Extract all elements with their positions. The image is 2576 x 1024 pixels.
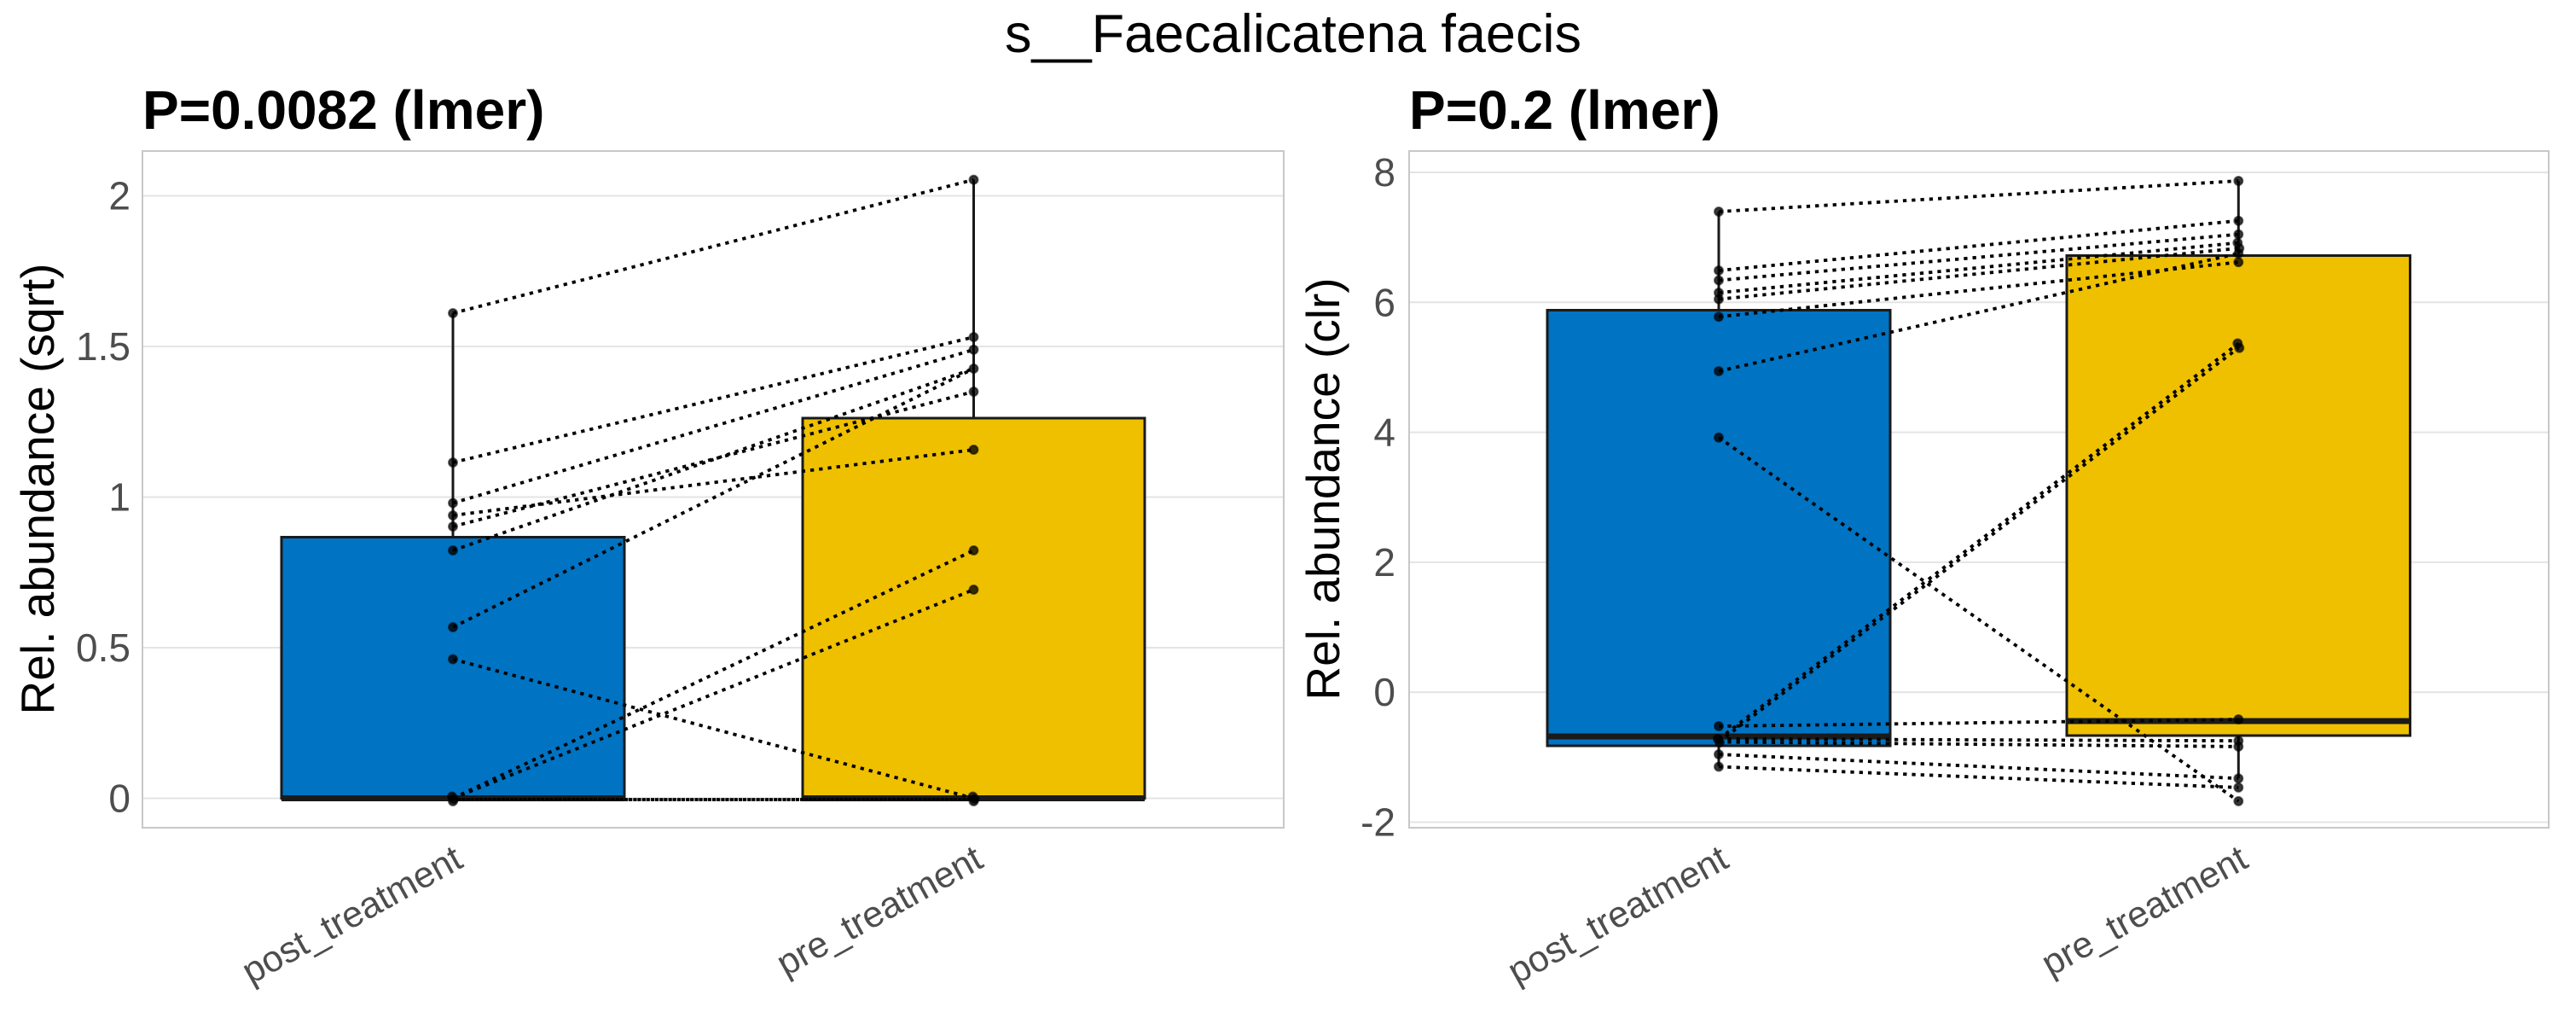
svg-text:0.5: 0.5 [76, 625, 131, 670]
svg-text:P=0.0082 (lmer): P=0.0082 (lmer) [142, 79, 544, 141]
svg-text:8: 8 [1373, 150, 1395, 195]
svg-text:0: 0 [1373, 670, 1395, 714]
svg-text:2: 2 [1373, 540, 1395, 585]
svg-text:2: 2 [108, 174, 131, 218]
svg-text:Rel. abundance (clr): Rel. abundance (clr) [1297, 277, 1349, 700]
svg-text:6: 6 [1373, 280, 1395, 324]
svg-text:1: 1 [108, 475, 131, 520]
svg-text:s__Faecalicatena faecis: s__Faecalicatena faecis [1005, 4, 1581, 64]
svg-text:P=0.2 (lmer): P=0.2 (lmer) [1409, 79, 1720, 141]
svg-text:0: 0 [108, 777, 131, 821]
svg-text:1.5: 1.5 [76, 324, 131, 369]
svg-text:-2: -2 [1361, 800, 1395, 845]
svg-text:Rel. abundance (sqrt): Rel. abundance (sqrt) [11, 264, 64, 715]
svg-text:4: 4 [1373, 410, 1395, 455]
